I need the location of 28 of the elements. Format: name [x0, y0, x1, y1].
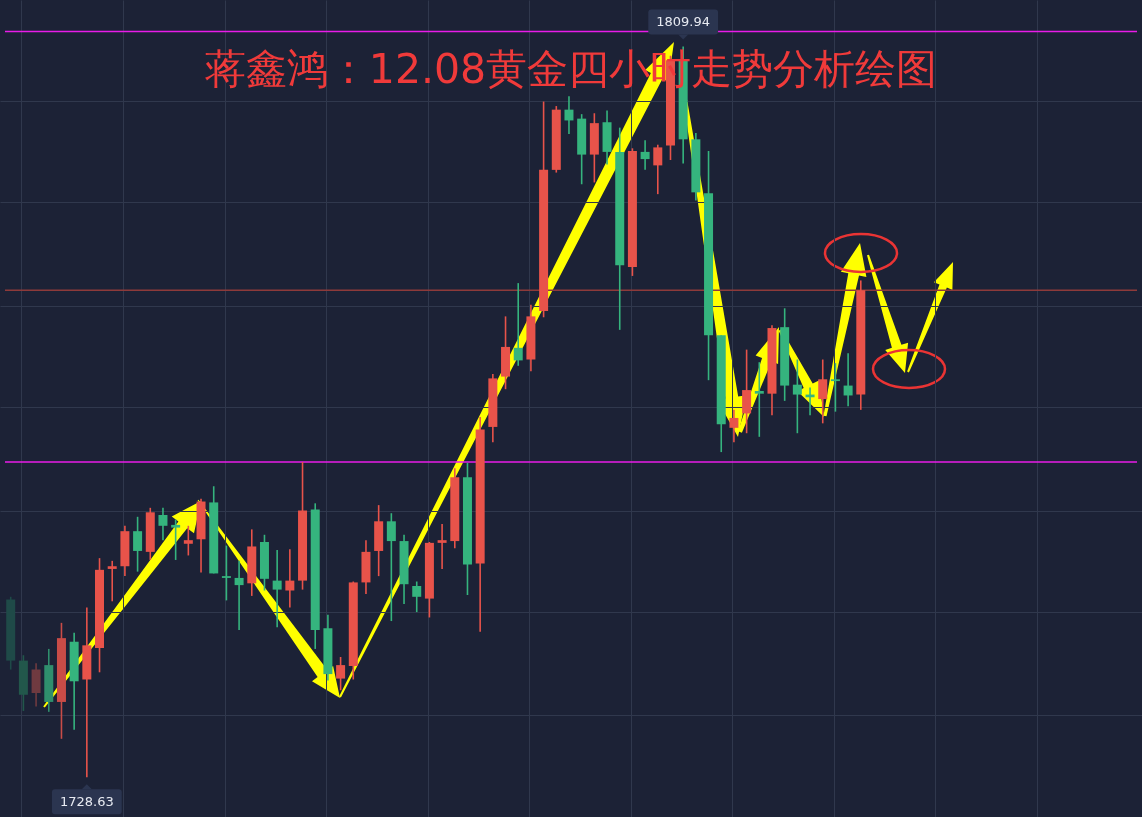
candlestick [830, 362, 840, 413]
candlestick [31, 662, 41, 708]
candlestick [754, 361, 764, 438]
candlestick [183, 524, 193, 557]
candlestick [742, 348, 752, 435]
candlestick [843, 352, 853, 408]
candlestick [653, 143, 663, 195]
candlestick [729, 409, 739, 443]
candlestick [285, 548, 295, 609]
candlestick [818, 358, 828, 425]
candlestick [234, 560, 244, 631]
candlestick [640, 139, 650, 171]
annotation: 1728.63 [59, 794, 114, 810]
candlestick [412, 580, 422, 613]
candlestick [107, 560, 117, 603]
text: 蒋鑫鸿：12.08黄金四小时走势分析绘图 [204, 45, 938, 93]
candlestick [437, 523, 447, 570]
candlestick [133, 516, 143, 573]
candlestick [792, 358, 802, 435]
candlestick [171, 518, 181, 561]
candlestick [272, 549, 282, 629]
candlestick [386, 512, 396, 622]
annotation: 1809.94 [656, 14, 711, 30]
candlestick [158, 507, 168, 541]
candlestick [221, 544, 231, 602]
candlestick [336, 656, 346, 692]
candlestick [513, 282, 523, 367]
candlestick [564, 95, 574, 135]
